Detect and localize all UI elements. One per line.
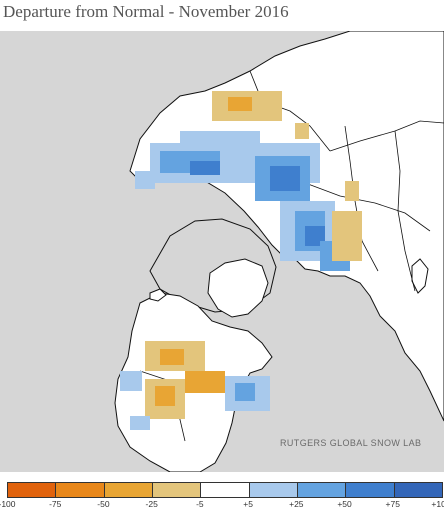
map-title: Departure from Normal - November 2016	[3, 2, 289, 21]
legend-tick-label: -25	[145, 499, 158, 509]
legend-tick-label: -100	[0, 499, 16, 509]
legend-tick-label: +100	[431, 499, 444, 509]
legend-swatch	[104, 483, 153, 497]
positive-anomaly-eurasia	[135, 131, 350, 271]
legend-tick-label: +5	[243, 499, 253, 509]
legend-swatch	[297, 483, 347, 497]
legend-swatch	[152, 483, 202, 497]
legend-swatch	[394, 483, 442, 497]
legend-swatch	[201, 483, 250, 497]
legend-swatch	[56, 483, 105, 497]
map-canvas	[0, 31, 444, 472]
color-legend: -100 -75 -50 -25 -5 +5 +25 +50 +75 +100	[0, 480, 444, 513]
snow-departure-map	[0, 31, 444, 472]
greenland	[207, 258, 269, 318]
legend-color-bar	[7, 482, 443, 498]
japan	[411, 258, 429, 294]
legend-tick-labels: -100 -75 -50 -25 -5 +5 +25 +50 +75 +100	[0, 499, 444, 511]
anomaly-north-america	[120, 341, 270, 430]
legend-tick-label: -50	[97, 499, 110, 509]
legend-swatch	[249, 483, 298, 497]
legend-swatch	[8, 483, 57, 497]
legend-tick-label: +75	[385, 499, 400, 509]
legend-swatch	[346, 483, 395, 497]
iceland	[149, 288, 167, 302]
legend-tick-label: -75	[49, 499, 62, 509]
legend-tick-label: +25	[289, 499, 304, 509]
data-source-credit: RUTGERS GLOBAL SNOW LAB	[280, 438, 422, 448]
legend-tick-label: +50	[337, 499, 352, 509]
legend-tick-label: -5	[196, 499, 204, 509]
negative-anomaly-eurasia	[212, 91, 362, 261]
